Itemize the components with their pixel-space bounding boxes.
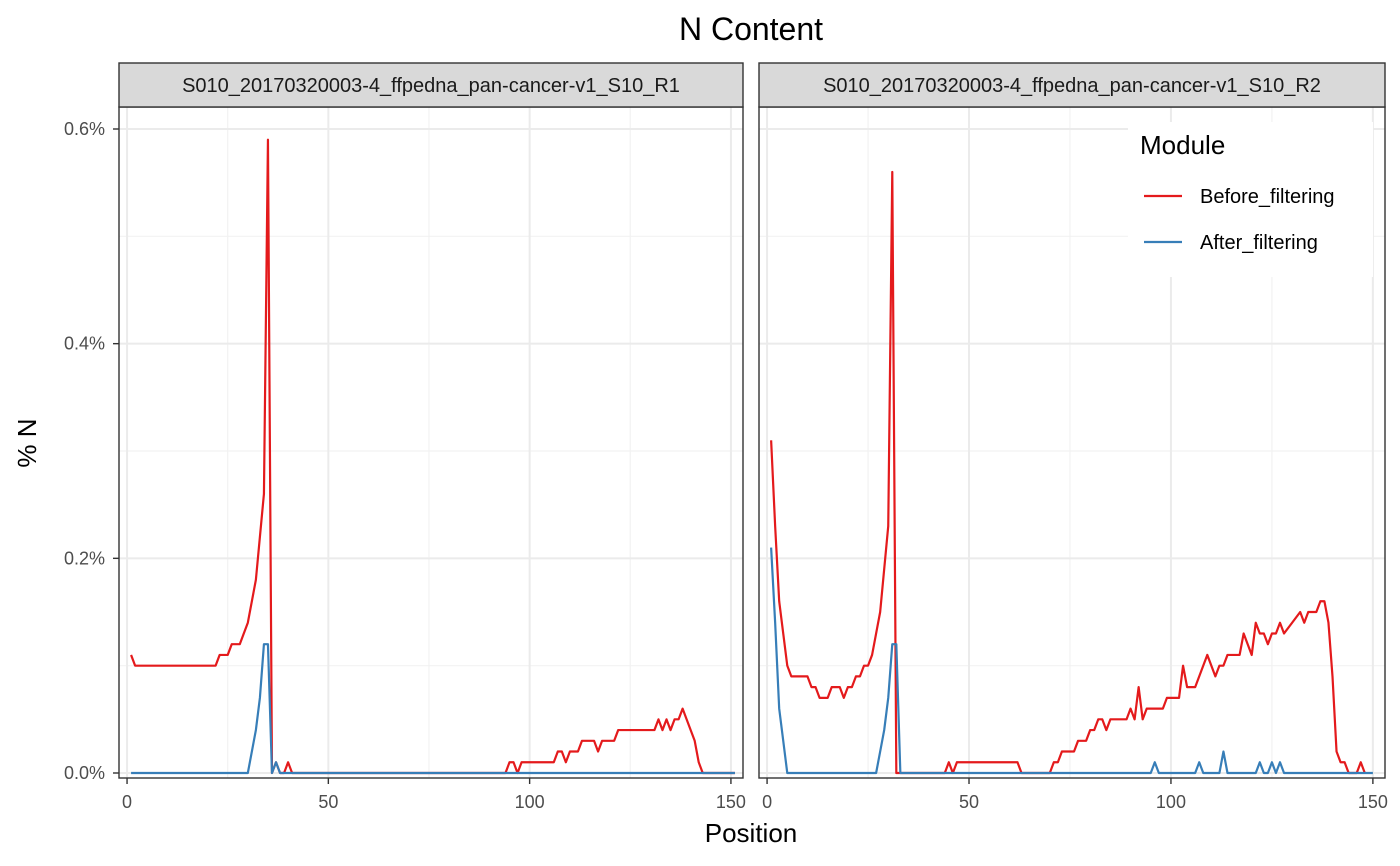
x-axis-title: Position (705, 818, 798, 848)
series-line-before-filtering-panel-2 (770, 170, 1366, 775)
y-tick-label: 0.0% (64, 763, 105, 783)
y-tick-label: 0.4% (64, 334, 105, 354)
panel-1: S010_20170320003-4_ffpedna_pan-cancer-v1… (118, 62, 744, 779)
x-tick-label: 150 (716, 792, 746, 812)
legend-title: Module (1140, 130, 1225, 160)
panel-1-strip (118, 62, 744, 108)
x-axis-panel-1: 0 50 100 150 (122, 778, 746, 812)
y-tick-label: 0.6% (64, 119, 105, 139)
x-tick-label: 50 (959, 792, 979, 812)
panel-2-strip-label: S010_20170320003-4_ffpedna_pan-cancer-v1… (823, 75, 1321, 97)
legend-background (1128, 122, 1373, 277)
x-tick-label: 0 (762, 792, 772, 812)
panel-2-lines (770, 170, 1373, 775)
panel-1-lines (130, 138, 735, 775)
series-line-after-filtering-panel-2 (770, 547, 1373, 775)
x-tick-label: 50 (318, 792, 338, 812)
legend: Module Before_filtering After_filtering (1128, 122, 1373, 277)
legend-label-after-filtering: After_filtering (1200, 232, 1318, 254)
x-axis-panel-2: 0 50 100 150 (762, 778, 1388, 812)
y-tick-label: 0.2% (64, 548, 105, 568)
legend-label-before-filtering: Before_filtering (1200, 186, 1335, 208)
panel-2: S010_20170320003-4_ffpedna_pan-cancer-v1… (758, 62, 1386, 779)
y-axis: 0.0% 0.2% 0.4% 0.6% (64, 119, 119, 783)
panel-1-strip-label: S010_20170320003-4_ffpedna_pan-cancer-v1… (182, 75, 680, 97)
y-axis-title: % N (12, 418, 42, 467)
x-tick-label: 150 (1358, 792, 1388, 812)
x-tick-label: 100 (515, 792, 545, 812)
panel-2-strip (758, 62, 1386, 108)
x-tick-label: 0 (122, 792, 132, 812)
series-line-before-filtering-panel-1 (130, 138, 735, 775)
panel-1-grid (119, 107, 743, 778)
x-tick-label: 100 (1156, 792, 1186, 812)
series-line-after-filtering-panel-1 (131, 643, 735, 775)
chart-title: N Content (679, 11, 823, 47)
